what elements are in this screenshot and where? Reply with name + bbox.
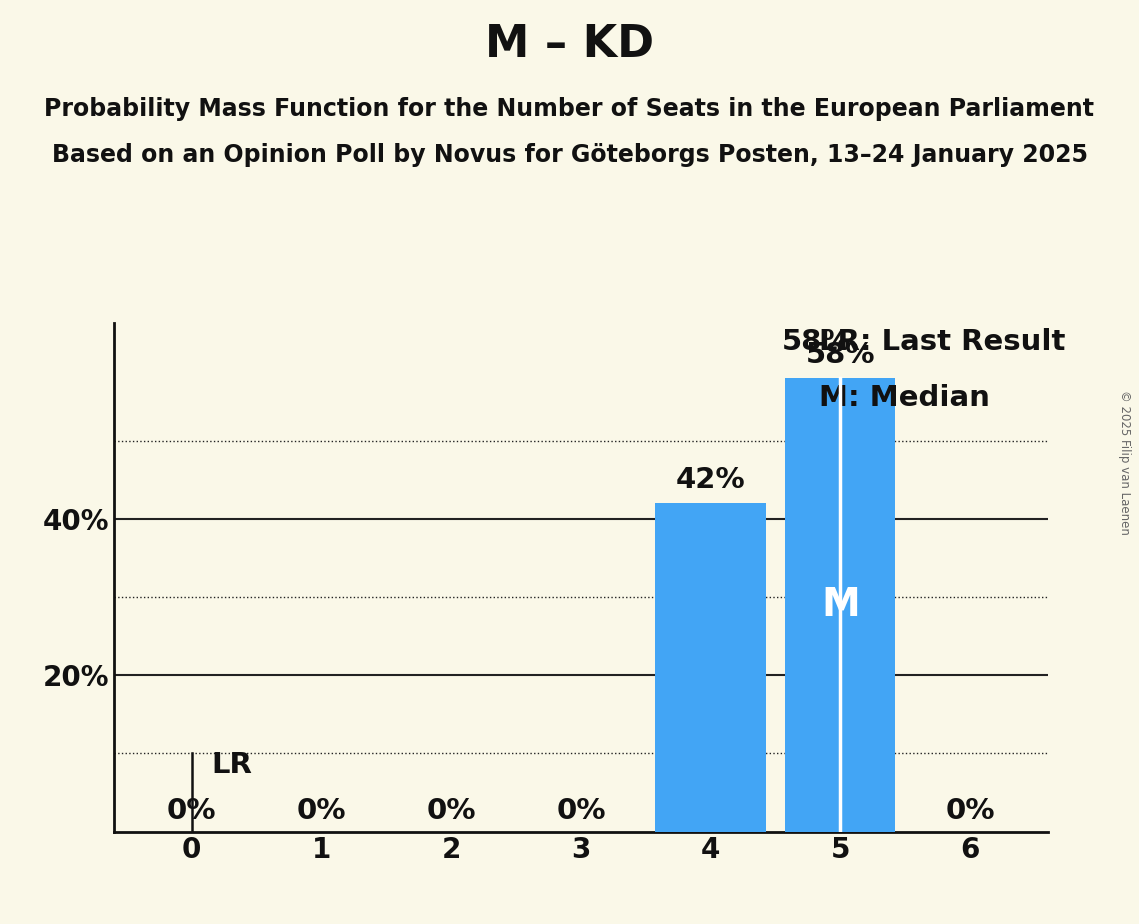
Text: 0%: 0% bbox=[167, 797, 216, 825]
Text: Based on an Opinion Poll by Novus for Göteborgs Posten, 13–24 January 2025: Based on an Opinion Poll by Novus for Gö… bbox=[51, 143, 1088, 167]
Text: 0%: 0% bbox=[556, 797, 606, 825]
Text: M – KD: M – KD bbox=[485, 23, 654, 67]
Text: 0%: 0% bbox=[945, 797, 994, 825]
Text: 42%: 42% bbox=[675, 466, 745, 493]
Bar bbox=[785, 378, 895, 832]
Bar bbox=[655, 504, 765, 832]
Text: 0%: 0% bbox=[296, 797, 346, 825]
Text: M: M bbox=[821, 586, 860, 624]
Text: 0%: 0% bbox=[426, 797, 476, 825]
Text: Probability Mass Function for the Number of Seats in the European Parliament: Probability Mass Function for the Number… bbox=[44, 97, 1095, 121]
Text: 58%: 58% bbox=[805, 341, 875, 369]
Text: LR: Last Result: LR: Last Result bbox=[819, 328, 1065, 357]
Text: M: Median: M: Median bbox=[819, 384, 990, 412]
Text: © 2025 Filip van Laenen: © 2025 Filip van Laenen bbox=[1117, 390, 1131, 534]
Text: LR: LR bbox=[211, 751, 252, 779]
Text: 58%: 58% bbox=[781, 328, 851, 357]
